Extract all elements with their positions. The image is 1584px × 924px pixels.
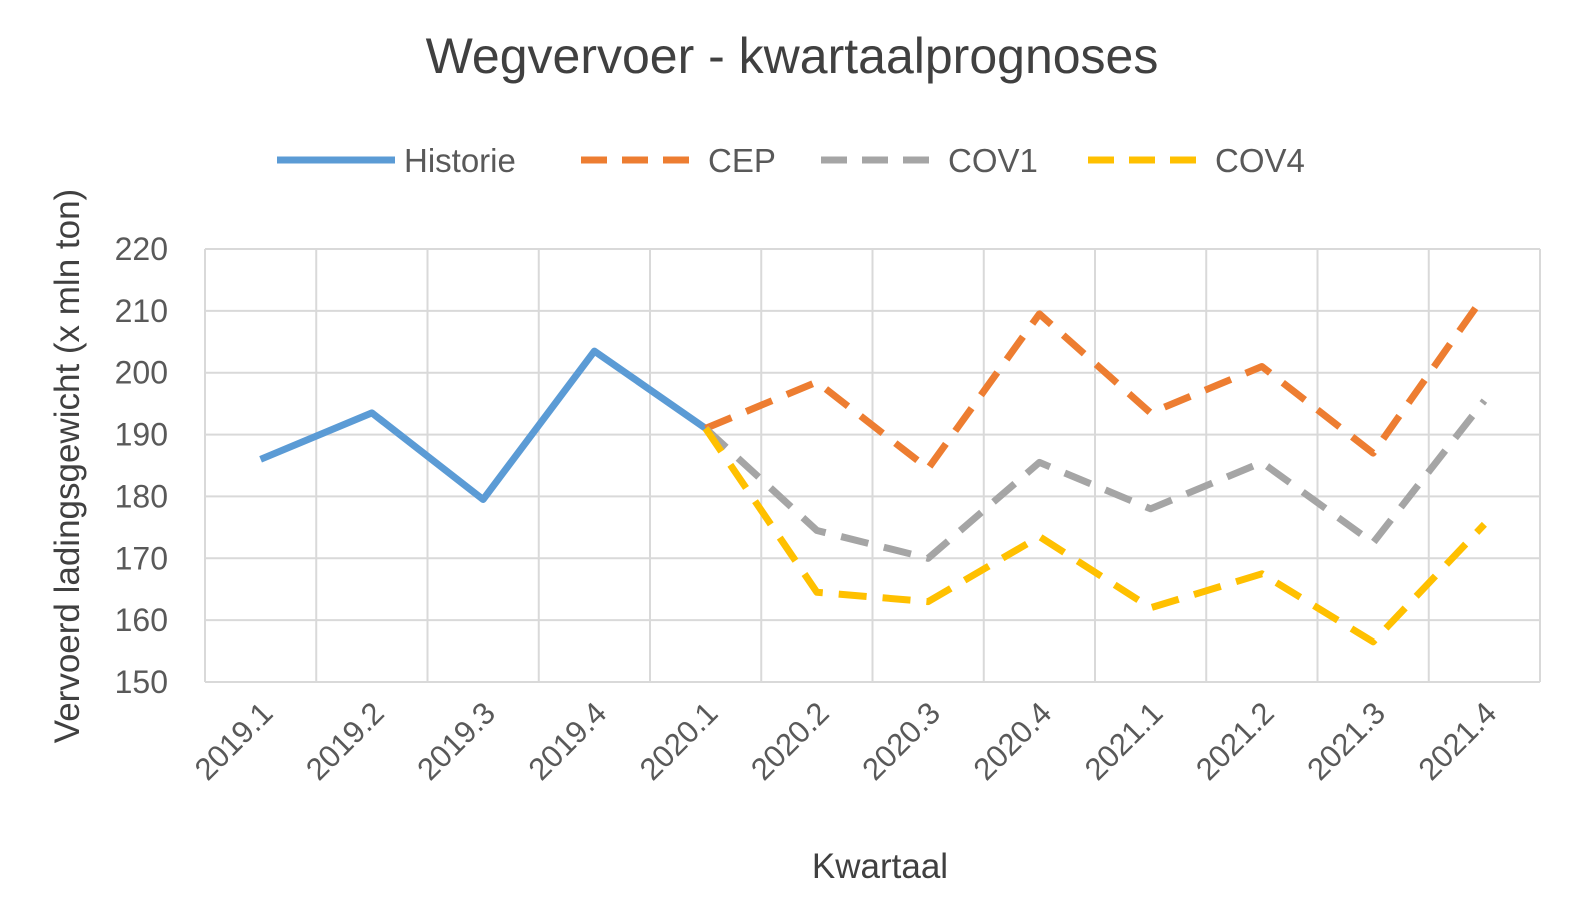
x-axis-ticks: 2019.1 2019.2 2019.3 2019.4 2020.1 2020.2 2020…: [188, 695, 1504, 787]
x-axis-title: Kwartaal: [812, 847, 948, 886]
x-tick-label: 2021.3: [1300, 695, 1392, 787]
x-tick-label: 2021.1: [1078, 695, 1170, 787]
x-tick-label: 2020.3: [855, 695, 947, 787]
y-tick-label: 190: [115, 417, 168, 453]
series-lines: [259, 293, 1488, 646]
y-tick-label: 210: [115, 293, 168, 329]
x-tick-label: 2019.1: [188, 695, 280, 787]
x-tick-label: 2020.4: [967, 695, 1059, 787]
x-tick-label: 2019.3: [410, 695, 502, 787]
legend-label-cov4: COV4: [1215, 142, 1305, 179]
x-tick-label: 2019.4: [522, 695, 614, 787]
x-tick-label: 2020.1: [633, 695, 725, 787]
x-tick-label: 2020.2: [744, 695, 836, 787]
gridlines: [204, 248, 1541, 683]
series-line-cov4: [702, 426, 1487, 646]
series-line-historie: [259, 347, 708, 503]
legend-label-cov1: COV1: [948, 142, 1038, 179]
legend-label-historie: Historie: [404, 142, 516, 179]
chart-title: Wegvervoer - kwartaalprognoses: [426, 28, 1159, 84]
y-axis-title: Vervoerd ladingsgewicht (x mln ton): [48, 189, 87, 743]
y-tick-label: 180: [115, 478, 168, 514]
y-tick-label: 220: [115, 231, 168, 267]
legend-label-cep: CEP: [708, 142, 776, 179]
series-line-cov1: [703, 398, 1488, 562]
legend: Historie CEP COV1 COV4: [277, 142, 1305, 179]
y-tick-label: 200: [115, 355, 168, 391]
y-axis-ticks: 150 160 170 180 190 200 210 220: [115, 231, 168, 700]
y-tick-label: 170: [115, 540, 168, 576]
series-line-cep: [704, 293, 1488, 473]
y-tick-label: 160: [115, 602, 168, 638]
x-tick-label: 2019.2: [299, 695, 391, 787]
x-tick-label: 2021.2: [1189, 695, 1281, 787]
y-tick-label: 150: [115, 664, 168, 700]
x-tick-label: 2021.4: [1412, 695, 1504, 787]
